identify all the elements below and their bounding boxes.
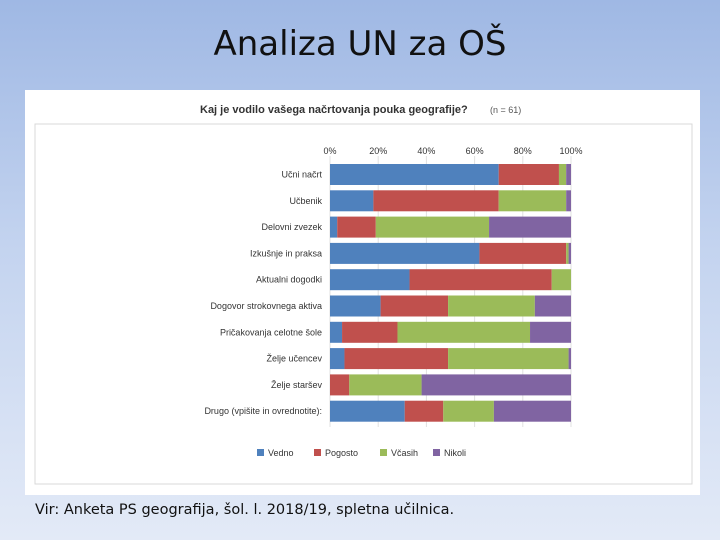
legend-swatch (433, 449, 440, 456)
bar-segment (558, 164, 567, 185)
bar-segment (493, 400, 571, 422)
bar-segment (330, 400, 405, 422)
bar-segment (566, 242, 569, 264)
legend-swatch (257, 449, 264, 456)
bar-segment (330, 348, 345, 370)
category-label: Želje učencev (266, 354, 322, 364)
bar-segment (530, 321, 571, 343)
chart-title: Kaj je vodilo vašega načrtovanja pouka g… (200, 104, 468, 116)
bar-segment (421, 374, 571, 396)
chart-panel: Kaj je vodilo vašega načrtovanja pouka g… (25, 90, 700, 495)
bar-segment (568, 348, 571, 370)
bar-segment (551, 269, 571, 291)
bar-segment (409, 269, 552, 291)
bar-segment (330, 216, 338, 238)
bar-segment (566, 190, 571, 212)
bar-segment (337, 216, 376, 238)
legend-label: Vedno (268, 448, 294, 458)
category-label: Pričakovanja celotne šole (220, 327, 322, 337)
bar-segment (498, 164, 559, 185)
x-tick-label: 20% (369, 146, 387, 156)
bar-segment (330, 269, 410, 291)
x-tick-label: 0% (323, 146, 336, 156)
category-label: Učbenik (289, 196, 322, 206)
bar-segment (342, 321, 398, 343)
x-tick-label: 80% (514, 146, 532, 156)
bar-segment (330, 164, 499, 185)
category-label: Drugo (vpišite in ovrednotite): (204, 406, 322, 416)
bar-segment (373, 190, 499, 212)
bar-segment (375, 216, 490, 238)
category-label: Dogovor strokovnega aktiva (210, 301, 322, 311)
legend-swatch (380, 449, 387, 456)
bar-segment (448, 348, 569, 370)
bar-segment (330, 321, 343, 343)
x-tick-label: 40% (417, 146, 435, 156)
legend-swatch (314, 449, 321, 456)
x-tick-label: 100% (559, 146, 582, 156)
legend-label: Pogosto (325, 448, 358, 458)
bar-segment (479, 242, 567, 264)
legend-label: Včasih (391, 448, 418, 458)
chart-subtitle: (n = 61) (490, 105, 521, 115)
bar-segment (568, 242, 571, 264)
bar-segment (330, 295, 381, 317)
category-label: Delovni zvezek (261, 222, 322, 232)
bar-segment (344, 348, 449, 370)
bar-segment (330, 374, 350, 396)
bar-segment (349, 374, 422, 396)
category-label: Aktualni dogodki (256, 275, 322, 285)
bar-segment (489, 216, 571, 238)
bar-segment (330, 242, 480, 264)
bar-segment (397, 321, 531, 343)
bar-segment (534, 295, 571, 317)
bar-segment (330, 190, 374, 212)
slide-title: Analiza UN za OŠ (213, 24, 507, 64)
bar-segment (404, 400, 444, 422)
bar-segment (566, 164, 571, 185)
bar-segment (498, 190, 567, 212)
x-tick-label: 60% (466, 146, 484, 156)
legend-label: Nikoli (444, 448, 466, 458)
bar-segment (448, 295, 535, 317)
category-label: Želje staršev (271, 380, 323, 390)
category-label: Izkušnje in praksa (250, 248, 322, 258)
bar-segment (443, 400, 494, 422)
category-label: Učni načrt (281, 170, 322, 180)
source-note: Vir: Anketa PS geografija, šol. l. 2018/… (35, 502, 455, 518)
stacked-bar-chart: Kaj je vodilo vašega načrtovanja pouka g… (34, 104, 693, 485)
bar-segment (380, 295, 449, 317)
